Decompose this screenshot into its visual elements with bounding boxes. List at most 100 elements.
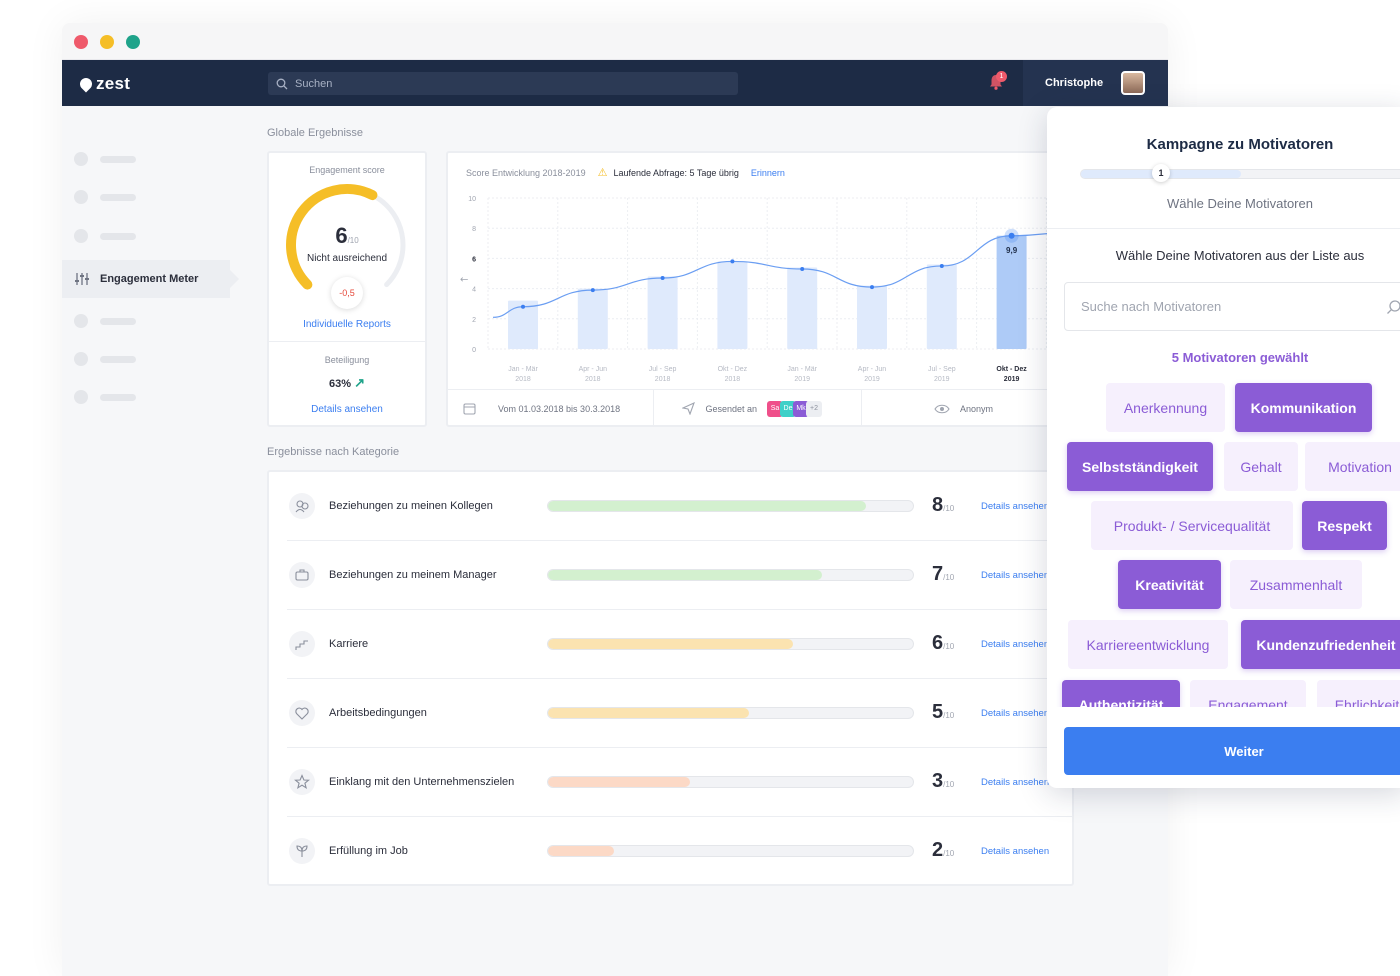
category-score-max: /10 bbox=[943, 504, 955, 513]
app-window: zest Suchen 1 Christophe Engagement Mete… bbox=[62, 23, 1168, 976]
motivator-tag[interactable]: Anerkennung bbox=[1106, 383, 1225, 432]
x-tick-label: 2018 bbox=[725, 376, 741, 383]
y-tick-label: 8 bbox=[472, 226, 476, 233]
category-row: Karriere 6/10 Details ansehen bbox=[287, 610, 1072, 679]
sidebar-item-placeholder-1[interactable] bbox=[74, 152, 136, 166]
recipient-chips: Sa De Mk +2 bbox=[767, 400, 823, 417]
sliders-icon bbox=[75, 273, 89, 285]
category-details-link[interactable]: Details ansehen bbox=[981, 639, 1050, 650]
heart-icon bbox=[289, 700, 315, 726]
more-recipients-chip[interactable]: +2 bbox=[806, 400, 823, 417]
user-menu[interactable]: Christophe bbox=[1023, 60, 1168, 106]
close-window-button[interactable] bbox=[74, 35, 88, 49]
chart-point bbox=[660, 276, 665, 281]
category-details-link[interactable]: Details ansehen bbox=[981, 777, 1050, 788]
category-details-link[interactable]: Details ansehen bbox=[981, 570, 1050, 581]
category-results-title: Ergebnisse nach Kategorie bbox=[267, 446, 400, 458]
users-icon bbox=[289, 493, 315, 519]
search-placeholder: Suchen bbox=[295, 77, 333, 90]
recipient-chip[interactable]: Sa bbox=[767, 400, 784, 417]
step-label: Wähle Deine Motivatoren bbox=[1167, 196, 1313, 211]
sent-to-label: Gesendet an bbox=[705, 403, 758, 414]
sidebar-item-placeholder-5[interactable] bbox=[74, 352, 136, 366]
y-tick-label: 4 bbox=[472, 287, 476, 294]
sidebar-item-placeholder-3[interactable] bbox=[74, 229, 136, 243]
category-score: 2/10 bbox=[932, 839, 954, 862]
search-icon bbox=[276, 78, 288, 89]
minimize-window-button[interactable] bbox=[100, 35, 114, 49]
motivator-tag[interactable]: Motivation bbox=[1305, 442, 1400, 491]
motivator-tag[interactable]: Produkt- / Servicequalität bbox=[1091, 501, 1293, 550]
recipient-chip[interactable]: De bbox=[780, 400, 797, 417]
motivator-tag[interactable]: Authentizität bbox=[1062, 680, 1180, 707]
participation-percent: 63% bbox=[329, 378, 352, 390]
sidebar-item-engagement-meter[interactable]: Engagement Meter bbox=[62, 260, 239, 298]
step-indicator: 1 bbox=[1152, 164, 1170, 182]
score-max: /10 bbox=[347, 236, 359, 245]
panel-title: Kampagne zu Motivatoren bbox=[1146, 136, 1334, 153]
motivator-tag[interactable]: Selbstständigkeit bbox=[1067, 442, 1213, 491]
participation-label: Beteiligung bbox=[324, 355, 370, 365]
motivator-tag[interactable]: Ehrlichkeit bbox=[1317, 680, 1400, 707]
participation-value: 63% ↗ bbox=[269, 375, 425, 391]
engagement-score-card: Engagement score 6/10 Nicht ausreichend … bbox=[267, 151, 427, 427]
category-details-link[interactable]: Details ansehen bbox=[981, 501, 1050, 512]
chart-footer: Vom 01.03.2018 bis 30.3.2018 Gesendet an… bbox=[448, 389, 1064, 425]
sidebar-item-placeholder-6[interactable] bbox=[74, 390, 136, 404]
chart-bar bbox=[787, 267, 818, 349]
category-details-link[interactable]: Details ansehen bbox=[981, 846, 1050, 857]
avatar[interactable] bbox=[1121, 71, 1146, 95]
individual-reports-link[interactable]: Individuelle Reports bbox=[303, 319, 391, 330]
category-score: 5/10 bbox=[932, 701, 954, 724]
category-label: Beziehungen zu meinem Manager bbox=[329, 569, 497, 581]
participation-details-link[interactable]: Details ansehen bbox=[311, 404, 383, 415]
zest-logo[interactable]: zest bbox=[77, 74, 131, 94]
date-range: Vom 01.03.2018 bis 30.3.2018 bbox=[498, 403, 621, 414]
category-label: Arbeitsbedingungen bbox=[329, 707, 427, 719]
motivator-tag[interactable]: Kommunikation bbox=[1235, 383, 1372, 432]
motivator-tag[interactable]: Zusammenhalt bbox=[1230, 560, 1362, 609]
x-tick-label: Jul - Sep bbox=[649, 366, 677, 373]
maximize-window-button[interactable] bbox=[126, 35, 140, 49]
category-score-fill bbox=[548, 777, 691, 787]
motivator-tag[interactable]: Gehalt bbox=[1224, 442, 1298, 491]
category-row: Beziehungen zu meinen Kollegen 8/10 Detail… bbox=[287, 472, 1072, 541]
continue-button[interactable]: Weiter bbox=[1064, 727, 1400, 775]
category-score-bar bbox=[547, 500, 914, 512]
motivator-tag[interactable]: Engagement bbox=[1190, 680, 1306, 707]
category-results-card: Beziehungen zu meinen Kollegen 8/10 Detail… bbox=[267, 470, 1074, 886]
sidebar-item-placeholder-2[interactable] bbox=[74, 190, 136, 204]
motivator-search-input[interactable] bbox=[1081, 299, 1361, 314]
survey-warning: ⚠ Laufende Abfrage: 5 Tage übrig bbox=[598, 166, 739, 179]
app-name: zest bbox=[96, 74, 131, 93]
score-trend-card: 0 2 4 6 8 10 ← Jan - Mär 2018 Apr - Jun 2018 Jul - … bbox=[446, 151, 1066, 427]
chart-header: Score Entwicklung 2018-2019 ⚠ Laufende A… bbox=[466, 166, 785, 179]
remind-link[interactable]: Erinnern bbox=[750, 167, 785, 178]
motivator-tag[interactable]: Kreativität bbox=[1118, 560, 1221, 609]
recipient-chip[interactable]: Mk bbox=[793, 400, 810, 417]
category-label: Beziehungen zu meinen Kollegen bbox=[329, 500, 493, 512]
category-score-fill bbox=[548, 708, 749, 718]
category-score-bar bbox=[547, 569, 914, 581]
category-details-link[interactable]: Details ansehen bbox=[981, 708, 1050, 719]
category-score-max: /10 bbox=[943, 780, 955, 789]
category-score-bar bbox=[547, 707, 914, 719]
search-bar[interactable]: Suchen bbox=[268, 72, 738, 95]
x-tick-label: Okt - Dez bbox=[718, 366, 748, 373]
motivator-tag[interactable]: Respekt bbox=[1302, 501, 1387, 550]
notifications-button[interactable]: 1 bbox=[987, 71, 1007, 93]
sidebar-item-placeholder-4[interactable] bbox=[74, 314, 136, 328]
category-score-bar bbox=[547, 638, 914, 650]
sidebar-item-label: Engagement Meter bbox=[100, 273, 199, 285]
chart-bar bbox=[717, 261, 748, 349]
category-score-bar bbox=[547, 776, 914, 788]
category-score-number: 3 bbox=[932, 770, 944, 792]
chart-title: Score Entwicklung 2018-2019 bbox=[466, 167, 586, 178]
notification-badge: 1 bbox=[996, 71, 1007, 82]
motivator-search-field[interactable] bbox=[1064, 282, 1400, 331]
motivator-tag[interactable]: Kundenzufriedenheit bbox=[1241, 620, 1400, 669]
category-row: Arbeitsbedingungen 5/10 Details ansehen bbox=[287, 679, 1072, 748]
motivator-tag[interactable]: Karriereentwicklung bbox=[1068, 620, 1228, 669]
calendar-icon bbox=[463, 403, 476, 415]
chart-point bbox=[730, 259, 735, 264]
